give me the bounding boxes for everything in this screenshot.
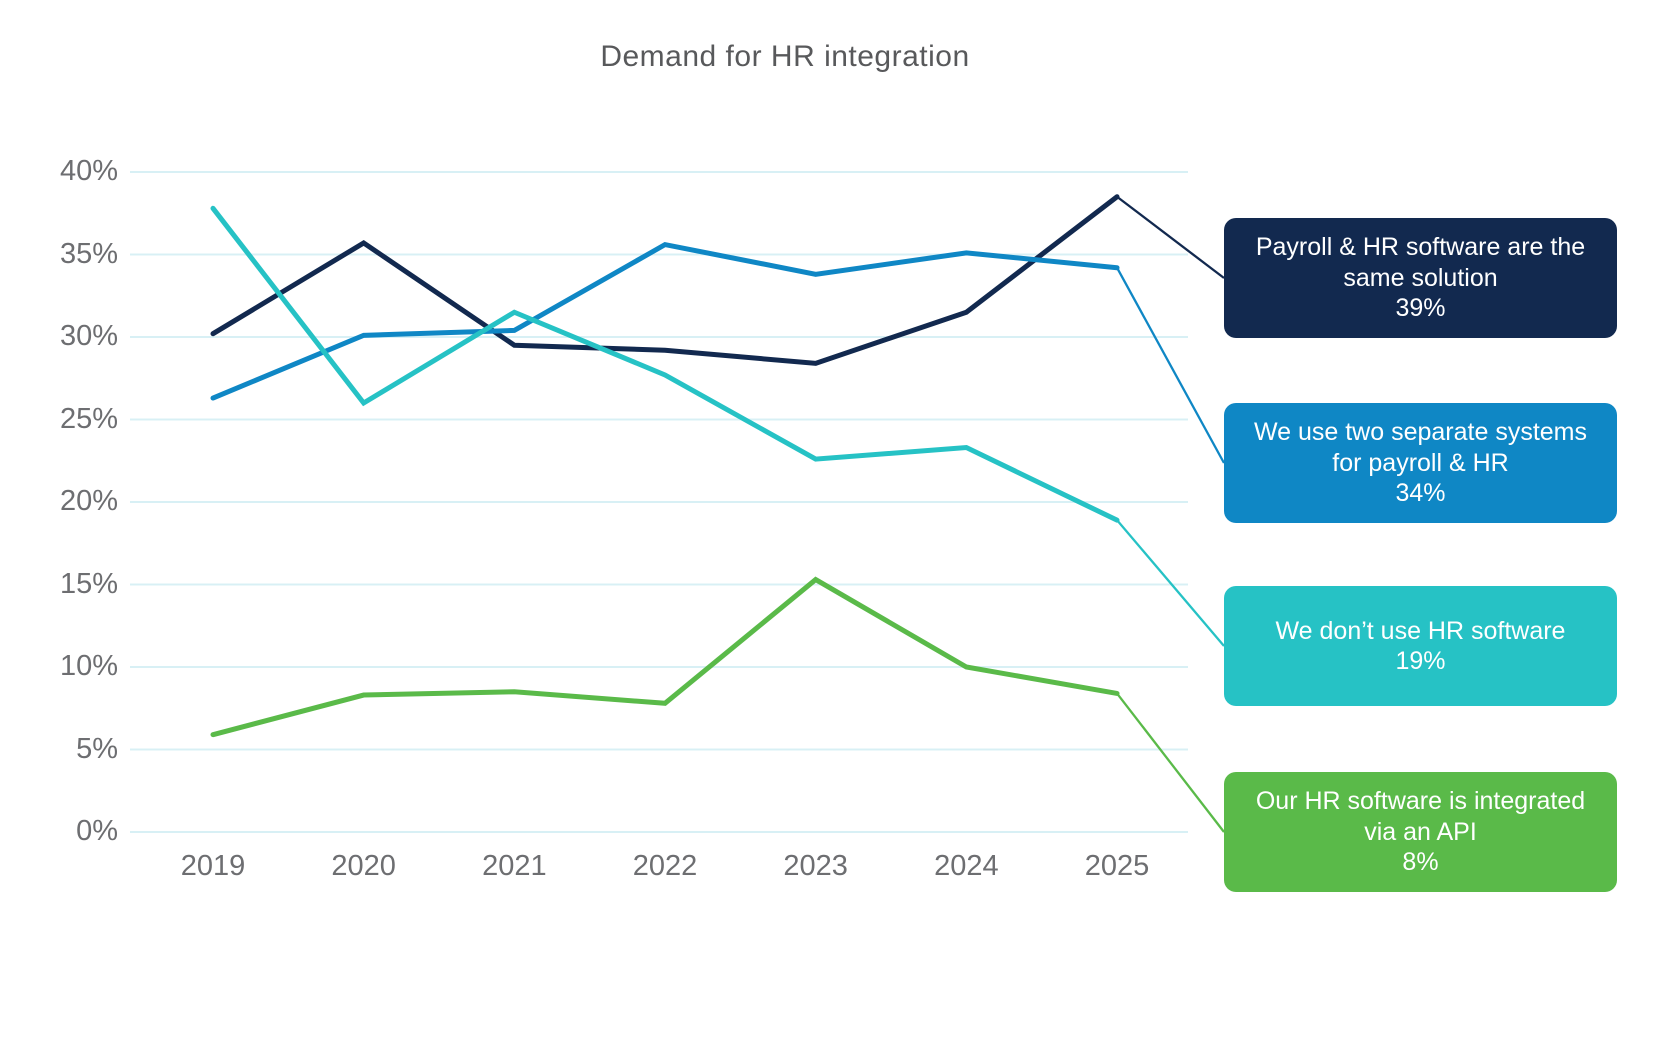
legend-percentage: 19% [1395, 647, 1446, 675]
x-tick-label: 2021 [482, 850, 547, 882]
legend-connector-1 [1116, 267, 1226, 464]
legend-connector-0 [1116, 195, 1225, 279]
legend-box-0: Payroll & HR software are the same solut… [1224, 218, 1617, 338]
y-tick-label: 30% [59, 320, 118, 352]
x-tick-label: 2024 [934, 850, 999, 882]
legend-label: Payroll & HR software are the same solut… [1255, 233, 1586, 292]
legend-percentage: 34% [1395, 479, 1446, 508]
y-tick-label: 40% [59, 155, 118, 187]
legend-connector-2 [1116, 519, 1225, 647]
y-tick-label: 20% [59, 485, 118, 517]
y-tick-label: 10% [59, 650, 118, 682]
x-tick-label: 2020 [331, 850, 396, 882]
series-line-3 [210, 576, 1120, 738]
y-tick-label: 35% [59, 237, 118, 270]
legend-box-1: We use two separate systems for payroll … [1224, 403, 1617, 523]
x-tick-label: 2019 [180, 850, 246, 882]
legend-box-2: We don’t use HR software 19% [1224, 586, 1617, 706]
y-tick-label: 5% [76, 732, 118, 765]
series-line-0 [210, 194, 1120, 366]
legend-label: We don’t use HR software [1275, 616, 1566, 645]
legend-percentage: 8% [1402, 848, 1439, 877]
legend-connector-3 [1116, 692, 1225, 833]
y-tick-label: 15% [59, 567, 118, 600]
chart-title: Demand for HR integration [600, 40, 970, 73]
legend-percentage: 39% [1395, 294, 1446, 323]
legend-label: We use two separate systems for payroll … [1253, 418, 1587, 477]
series-line-1 [210, 241, 1120, 401]
x-tick-label: 2023 [783, 850, 848, 882]
series-line-2 [210, 205, 1120, 523]
legend-box-3: Our HR software is integrated via an API… [1224, 772, 1617, 892]
y-tick-label: 25% [59, 402, 118, 435]
y-tick-label: 0% [76, 815, 118, 847]
x-tick-label: 2022 [632, 850, 698, 882]
x-tick-label: 2025 [1084, 850, 1150, 882]
legend-label: Our HR software is integrated via an API [1255, 787, 1586, 846]
